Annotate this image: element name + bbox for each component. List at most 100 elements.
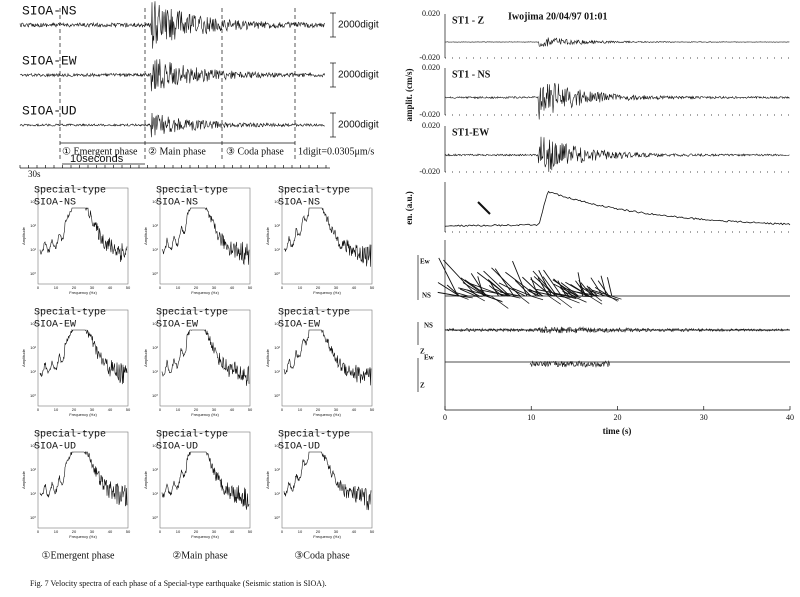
x-tick-label: 10 xyxy=(54,285,59,290)
x-tick-label: 10 xyxy=(527,413,535,422)
spectrum-frame xyxy=(37,309,129,407)
particle-motion xyxy=(444,325,790,334)
y-tick-label: 0.020 xyxy=(422,9,440,18)
x-tick-label: 50 xyxy=(370,529,375,534)
y-tick-label: 10¹ xyxy=(274,247,280,252)
y-tick-label: 10¹ xyxy=(274,369,280,374)
y-tick-label: 10⁰ xyxy=(152,515,158,520)
particle-motion xyxy=(438,257,459,297)
particle-motion xyxy=(498,282,526,297)
particle-motion xyxy=(437,291,459,297)
seismogram xyxy=(19,59,326,92)
x-tick-label: 0 xyxy=(281,407,284,412)
x-tick-label: 40 xyxy=(352,529,357,534)
spectrum-frame xyxy=(37,187,129,285)
x-tick-label: 20 xyxy=(72,529,77,534)
panel-station: SIOA-NS xyxy=(34,198,76,209)
x-tick-label: 0 xyxy=(443,413,447,422)
x-tick-label: 40 xyxy=(352,407,357,412)
particle-motion xyxy=(538,270,553,297)
panel-type: Special-type xyxy=(278,185,350,197)
x-tick-label: 20 xyxy=(316,407,321,412)
x-tick-label: 10 xyxy=(176,285,181,290)
particle-motion xyxy=(606,277,613,297)
y-tick-label: 0.020 xyxy=(422,121,440,130)
y-tick-label: 10¹ xyxy=(274,491,280,496)
phase-label: ③ Coda phase xyxy=(226,146,284,157)
y-tick-label: 10¹ xyxy=(152,247,158,252)
spectrum-frame xyxy=(159,187,251,285)
x-axis-label: Frequency (Hz) xyxy=(313,534,341,539)
y-tick-label: -0.020 xyxy=(419,167,440,176)
particle-motion xyxy=(485,295,502,302)
x-tick-label: 30 xyxy=(212,529,217,534)
particle-motion xyxy=(553,278,573,297)
offset-label: 30s xyxy=(28,169,41,179)
x-axis-label: time (s) xyxy=(603,426,632,436)
particle-motion xyxy=(527,289,555,297)
x-tick-label: 20 xyxy=(72,407,77,412)
spectrum-curve xyxy=(39,328,128,385)
energy-curve xyxy=(444,190,791,227)
x-tick-label: 40 xyxy=(108,407,113,412)
y-tick-label: 10² xyxy=(30,467,36,472)
x-tick-label: 40 xyxy=(230,529,235,534)
x-tick-label: 30 xyxy=(700,413,708,422)
x-tick-label: 20 xyxy=(316,285,321,290)
y-axis-label: Amplitude xyxy=(21,470,26,489)
particle-motion xyxy=(459,288,477,297)
x-tick-label: 30 xyxy=(90,285,95,290)
y-tick-label: 10³ xyxy=(30,321,36,326)
x-tick-label: 40 xyxy=(230,285,235,290)
y-tick-label: 10³ xyxy=(30,199,36,204)
y-tick-label: 10⁰ xyxy=(274,393,280,398)
y-tick-label: 10¹ xyxy=(30,491,36,496)
y-tick-label: 10¹ xyxy=(152,369,158,374)
x-tick-label: 50 xyxy=(248,529,253,534)
particle-motion xyxy=(542,276,558,297)
y-tick-label: 10³ xyxy=(274,199,280,204)
particle-motion xyxy=(494,268,515,297)
y-axis-label: Amplitude xyxy=(21,226,26,245)
panel-station: SIOA-NS xyxy=(156,198,198,209)
y-tick-label: 10³ xyxy=(274,321,280,326)
x-tick-label: 30 xyxy=(334,529,339,534)
x-tick-label: 50 xyxy=(248,285,253,290)
x-tick-label: 0 xyxy=(281,285,284,290)
particle-motion xyxy=(562,290,575,297)
panel-type: Special-type xyxy=(34,185,106,197)
panel-station: SIOA-EW xyxy=(278,320,320,331)
particle-motion xyxy=(555,295,573,309)
panel-type: Special-type xyxy=(156,307,228,319)
particle-motion xyxy=(597,280,610,297)
y-tick-label: 10⁰ xyxy=(30,271,36,276)
channel-label: SIOA-EW xyxy=(22,53,77,68)
spectrum-curve xyxy=(283,207,372,267)
particle-motion xyxy=(479,289,510,297)
panel-type: Special-type xyxy=(278,429,350,441)
spectrum-curve xyxy=(161,329,250,386)
particle-motion xyxy=(530,276,539,297)
polar-label: Z xyxy=(420,382,425,390)
particle-motion xyxy=(572,295,587,303)
y-tick-label: 10² xyxy=(30,223,36,228)
caption: Fig. 7 Velocity spectra of each phase of… xyxy=(30,579,327,588)
x-tick-label: 50 xyxy=(126,285,131,290)
y-tick-label: 10³ xyxy=(274,443,280,448)
column-label: ②Main phase xyxy=(172,550,228,561)
x-tick-label: 10 xyxy=(298,285,303,290)
particle-motion xyxy=(588,295,603,305)
x-tick-label: 20 xyxy=(614,413,622,422)
y-tick-label: 10¹ xyxy=(30,247,36,252)
y-axis-label: Amplitude xyxy=(143,348,148,367)
y-axis-label: Amplitude xyxy=(21,348,26,367)
particle-motion xyxy=(568,295,577,299)
panel-station: SIOA-UD xyxy=(278,442,320,453)
particle-motion xyxy=(606,295,619,301)
x-tick-label: 40 xyxy=(230,407,235,412)
particle-motion xyxy=(470,273,487,297)
particle-motion xyxy=(553,283,578,297)
x-tick-label: 20 xyxy=(316,529,321,534)
y-axis-label: Amplitude xyxy=(265,348,270,367)
y-tick-label: 10⁰ xyxy=(152,393,158,398)
